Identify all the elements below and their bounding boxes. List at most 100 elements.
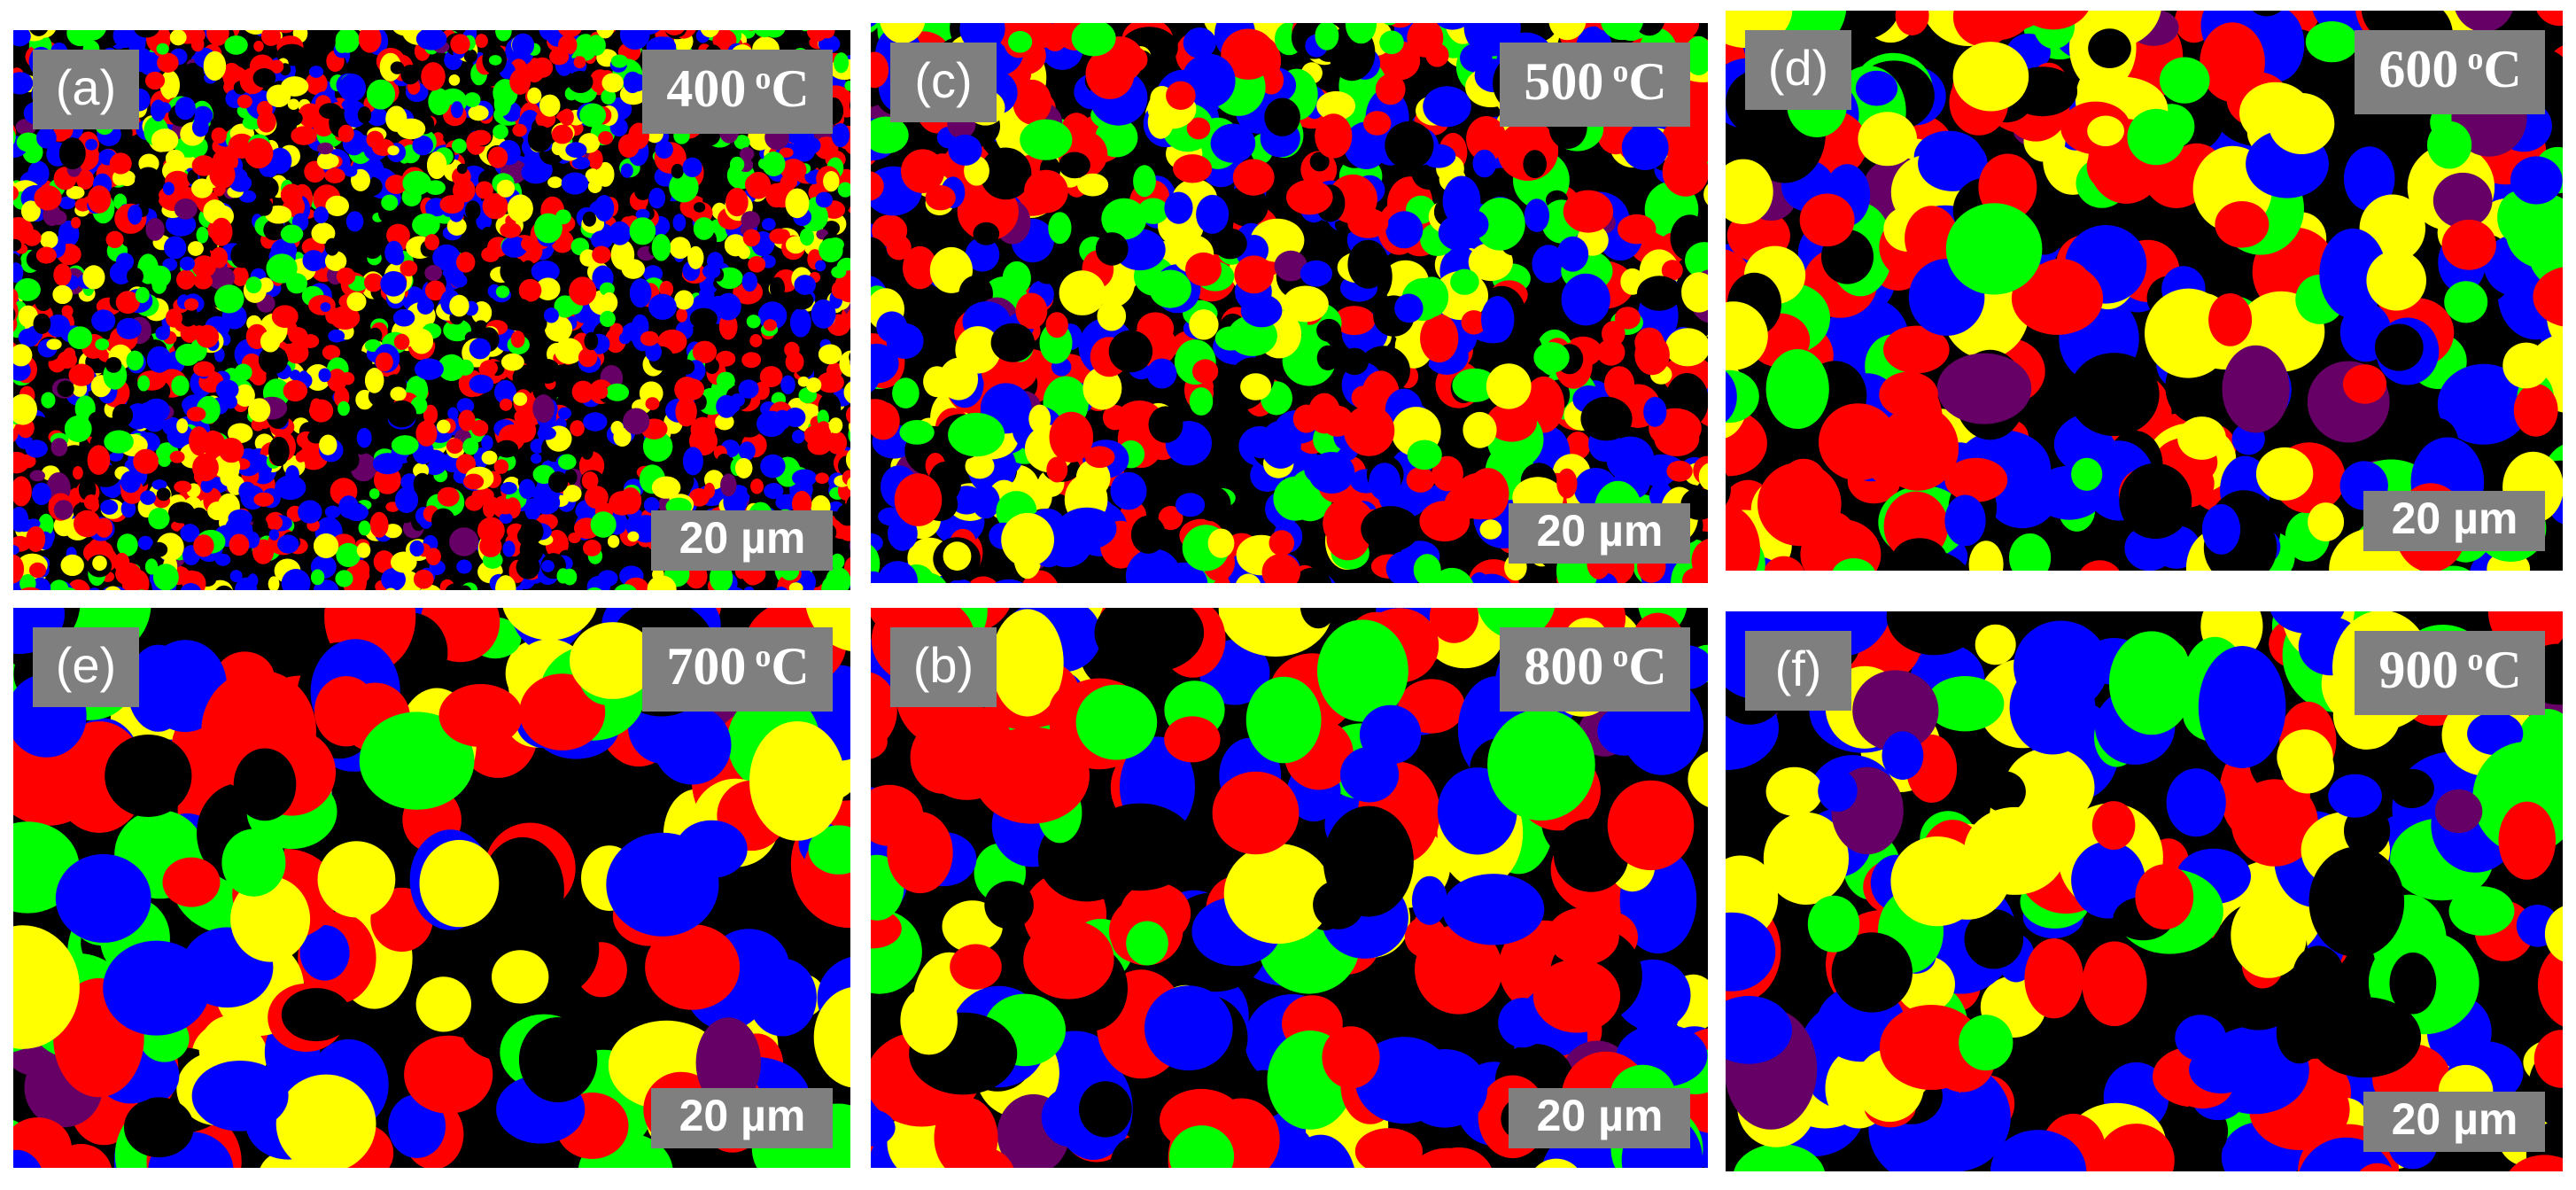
grain	[613, 427, 632, 447]
grain	[244, 137, 274, 169]
grain	[703, 482, 716, 499]
grain	[729, 14, 748, 28]
grain	[560, 108, 574, 126]
grain	[182, 62, 204, 82]
grain	[538, 9, 562, 30]
grain	[64, 416, 92, 442]
grain	[415, 420, 438, 447]
grain	[252, 68, 276, 88]
grain	[214, 284, 244, 314]
grain	[621, 259, 645, 279]
grain	[1240, 294, 1283, 328]
grain	[423, 404, 438, 425]
grain	[629, 217, 656, 245]
grain	[1452, 368, 1498, 402]
grain	[13, 189, 14, 200]
grain	[151, 99, 167, 121]
grain	[651, 30, 666, 33]
grain	[2080, 560, 2120, 571]
grain	[221, 828, 286, 897]
grain	[456, 398, 475, 414]
grain	[599, 282, 615, 296]
grain	[0, 11, 13, 35]
grain	[1221, 28, 1276, 80]
scale-bar: 20 µm	[1537, 506, 1664, 556]
grain	[82, 265, 105, 290]
grain	[150, 541, 168, 557]
temperature-box	[642, 627, 833, 712]
grain	[283, 379, 307, 402]
grain	[929, 246, 973, 293]
grain	[424, 265, 443, 282]
grain	[95, 338, 110, 351]
grain	[2071, 457, 2103, 491]
grain	[1607, 780, 1695, 871]
grain	[13, 233, 15, 241]
grain	[29, 470, 45, 482]
grain	[521, 160, 552, 184]
grain	[0, 488, 12, 515]
grain	[13, 288, 19, 306]
grain	[837, 182, 850, 198]
grain	[487, 146, 508, 168]
grain	[1486, 401, 1537, 442]
grain	[0, 501, 4, 516]
grain	[446, 438, 463, 455]
temperature-value: 400	[666, 59, 746, 118]
grain	[1952, 11, 2013, 47]
grain	[369, 488, 380, 500]
grain	[390, 386, 407, 401]
grain	[41, 392, 56, 408]
grain	[126, 350, 144, 371]
grain	[1323, 497, 1375, 549]
grain	[266, 84, 291, 107]
grain	[493, 459, 509, 474]
panel-label: (a)	[56, 59, 116, 115]
grain	[527, 87, 542, 105]
grain	[965, 453, 995, 479]
grain	[557, 407, 572, 420]
grain	[180, 583, 201, 590]
grain	[1524, 198, 1549, 232]
grain	[824, 10, 835, 22]
grain	[137, 535, 153, 550]
grain	[169, 450, 185, 463]
grain	[716, 371, 735, 390]
grain-map	[0, 9, 866, 590]
grain	[516, 555, 540, 579]
grain	[570, 622, 656, 699]
grain	[495, 30, 512, 42]
grain	[1944, 457, 2008, 502]
grain	[519, 673, 606, 751]
grain	[443, 319, 471, 342]
grain	[596, 30, 615, 39]
grain	[693, 217, 715, 240]
grain	[167, 465, 184, 482]
grain	[1431, 567, 1474, 583]
grain	[518, 1017, 598, 1102]
grain	[1561, 273, 1610, 326]
grain	[1082, 367, 1122, 410]
grain	[115, 291, 140, 315]
grain	[537, 426, 556, 440]
grain	[815, 260, 826, 272]
grain	[0, 70, 11, 92]
grain	[230, 243, 253, 268]
grain	[724, 234, 747, 257]
grain	[314, 206, 329, 224]
grain	[1189, 309, 1219, 340]
grain	[563, 485, 582, 502]
grain	[854, 183, 866, 195]
temperature: 600 oC	[2378, 40, 2521, 98]
grain	[263, 219, 285, 241]
grain	[419, 14, 431, 25]
grain	[502, 541, 516, 557]
grain	[253, 40, 264, 52]
grain	[750, 478, 764, 494]
grain	[365, 368, 384, 393]
grain	[230, 876, 311, 962]
grain	[2308, 502, 2345, 542]
grain	[58, 137, 86, 170]
grain	[482, 495, 499, 509]
